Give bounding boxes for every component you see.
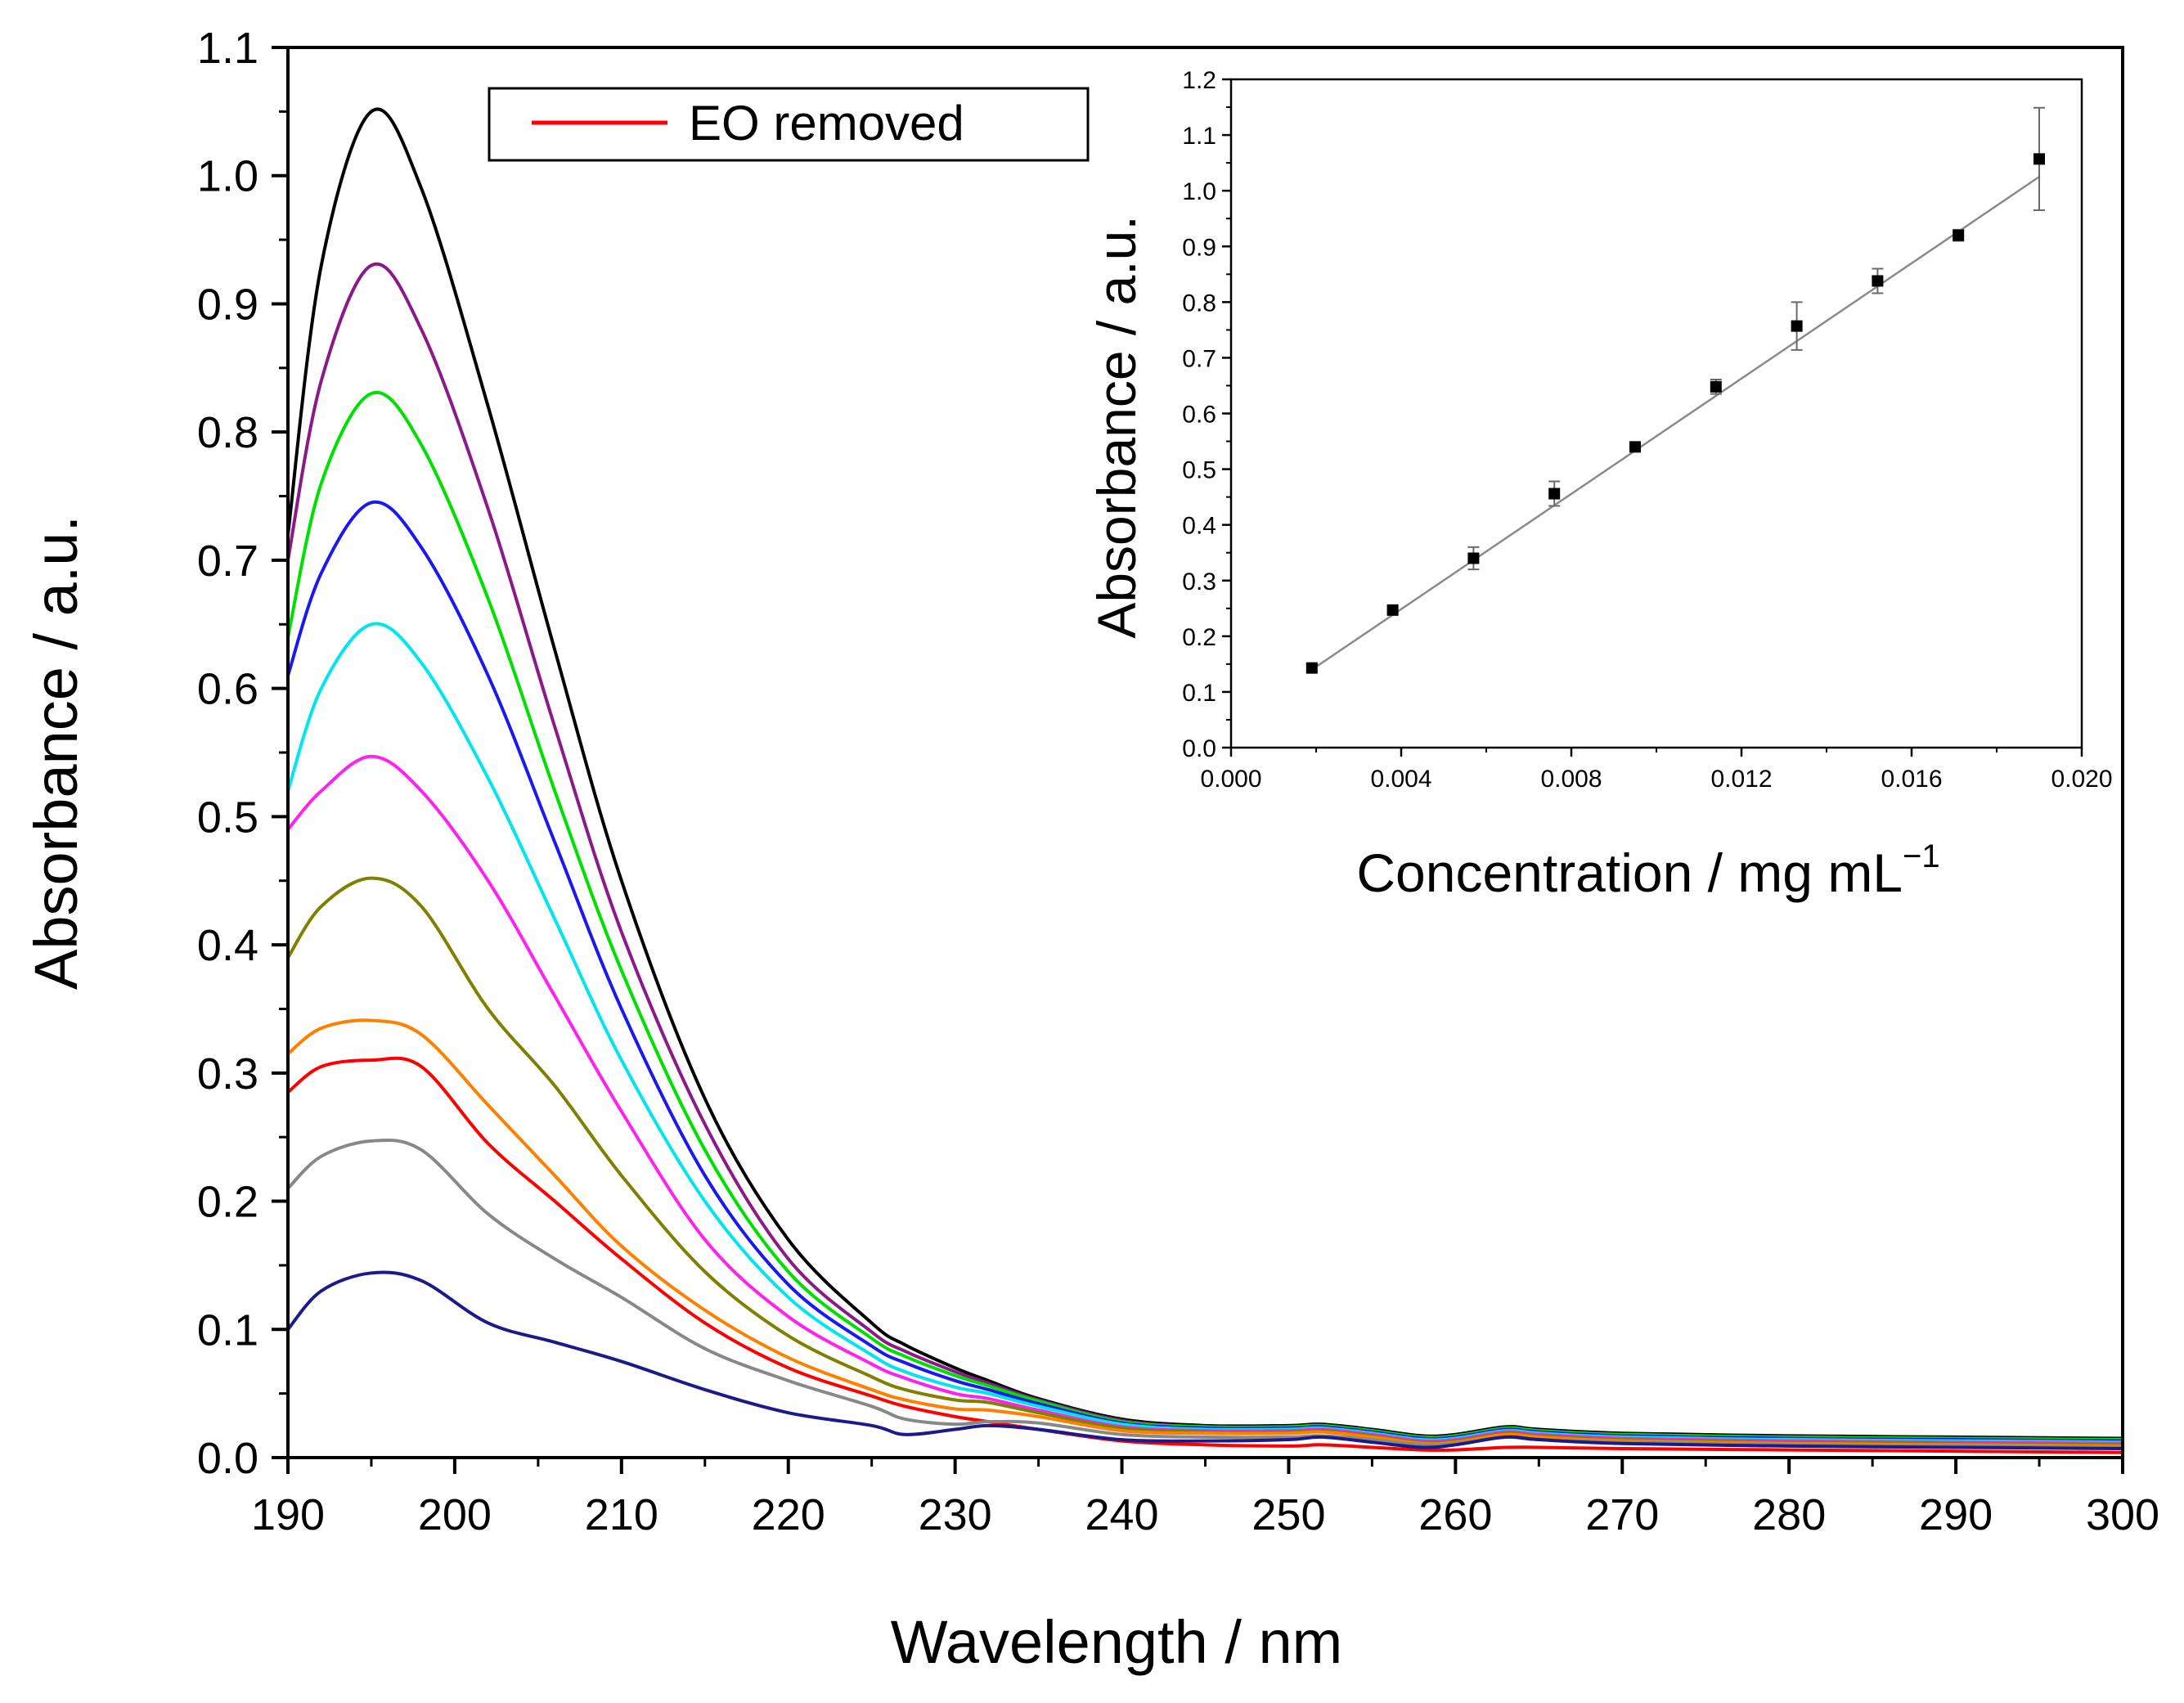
x-tick-label: 300 (2086, 1490, 2159, 1539)
inset-data-point (1548, 488, 1561, 500)
y-tick-label: 1.1 (197, 24, 258, 73)
inset-y-tick-label: 0.9 (1182, 234, 1216, 261)
main-plot: 190 200 210 220 230 240 250 260 270 280 290 3000.00… (22, 24, 2159, 1676)
series-line-2 (286, 390, 2123, 1442)
inset-x-tick-label: 0.008 (1540, 766, 1602, 793)
inset-data-point (1467, 552, 1480, 564)
x-tick-label: 250 (1252, 1490, 1325, 1539)
series-line-7 (286, 1018, 2123, 1448)
y-tick-label: 0.4 (197, 921, 258, 970)
inset-x-tick-label: 0.004 (1370, 766, 1431, 793)
inset-data-point (1305, 662, 1318, 674)
inset-x-tick-label: 0.020 (2051, 766, 2112, 793)
y-tick-label: 0.5 (197, 793, 258, 842)
main-series-group (286, 107, 2123, 1454)
inset-x-axis-title-main: Concentration / mg mL (1356, 843, 1903, 903)
x-tick-label: 200 (418, 1490, 492, 1539)
inset-data-point (1629, 441, 1641, 453)
inset-y-axis-title: Absorbance / a.u. (1086, 215, 1147, 638)
inset-y-tick-label: 0.1 (1182, 680, 1216, 707)
x-tick-label: 210 (585, 1490, 658, 1539)
y-tick-label: 0.2 (197, 1178, 258, 1227)
y-tick-label: 0.7 (197, 537, 258, 586)
inset-y-tick-label: 0.2 (1182, 624, 1216, 651)
inset-plot: 0.000 0.004 0.008 0.012 0.016 0.020 0.0 0.1 0.2 0… (1086, 67, 2113, 903)
y-tick-label: 1.0 (197, 152, 258, 201)
inset-data-point (1386, 604, 1399, 616)
inset-x-axis-title: Concentration / mg mL−1 (1356, 838, 1939, 903)
inset-axis-ticks: 0.000 0.004 0.008 0.012 0.016 0.020 0.0 0.1 0.2 0… (1182, 67, 2112, 793)
series-line-10 (286, 1270, 2123, 1451)
y-tick-label: 0.9 (197, 280, 258, 329)
inset-points-group (1305, 106, 2045, 674)
inset-data-point (1953, 229, 1965, 241)
inset-y-tick-label: 1.2 (1182, 67, 1216, 94)
x-tick-label: 270 (1585, 1490, 1659, 1539)
x-tick-label: 240 (1085, 1490, 1158, 1539)
inset-y-tick-label: 1.1 (1182, 123, 1216, 150)
inset-x-axis-title-superscript: −1 (1903, 838, 1940, 874)
inset-fit-line-group (1311, 176, 2040, 671)
inset-fit-line (1311, 176, 2040, 671)
y-tick-label: 0.3 (197, 1049, 258, 1099)
x-tick-label: 260 (1418, 1490, 1492, 1539)
legend: EO removed (488, 87, 1090, 162)
y-tick-label: 0.0 (197, 1434, 258, 1483)
main-y-axis-title: Absorbance / a.u. (22, 515, 90, 990)
inset-y-tick-label: 0.7 (1182, 345, 1216, 372)
inset-data-point (1872, 275, 1884, 287)
inset-y-tick-label: 0.8 (1182, 290, 1216, 317)
inset-y-tick-label: 0.5 (1182, 457, 1216, 484)
inset-y-tick-label: 0.3 (1182, 568, 1216, 595)
y-tick-label: 0.1 (197, 1305, 258, 1355)
inset-plot-frame (1229, 78, 2083, 749)
inset-data-point (1791, 320, 1803, 332)
inset-y-tick-label: 0.0 (1182, 735, 1216, 762)
inset-data-point (1710, 380, 1722, 393)
inset-y-tick-label: 0.6 (1182, 402, 1216, 429)
inset-x-tick-label: 0.000 (1200, 766, 1261, 793)
x-tick-label: 290 (1919, 1490, 1993, 1539)
inset-y-tick-label: 0.4 (1182, 513, 1216, 540)
series-line-6 (286, 876, 2123, 1447)
x-tick-label: 230 (919, 1490, 992, 1539)
x-tick-label: 220 (752, 1490, 825, 1539)
inset-x-tick-label: 0.016 (1881, 766, 1942, 793)
inset-data-point (2033, 153, 2045, 165)
x-tick-label: 280 (1752, 1490, 1826, 1539)
main-axis-ticks: 190 200 210 220 230 240 250 260 270 280 290 3000.00… (197, 24, 2159, 1539)
legend-label-eo-removed: EO removed (689, 96, 964, 151)
inset-y-tick-label: 1.0 (1182, 178, 1216, 205)
y-tick-label: 0.8 (197, 408, 258, 457)
x-tick-label: 190 (251, 1490, 325, 1539)
y-tick-label: 0.6 (197, 665, 258, 714)
main-x-axis-title: Wavelength / nm (891, 1608, 1343, 1676)
series-line-8 (286, 1056, 2123, 1454)
inset-x-tick-label: 0.012 (1710, 766, 1772, 793)
